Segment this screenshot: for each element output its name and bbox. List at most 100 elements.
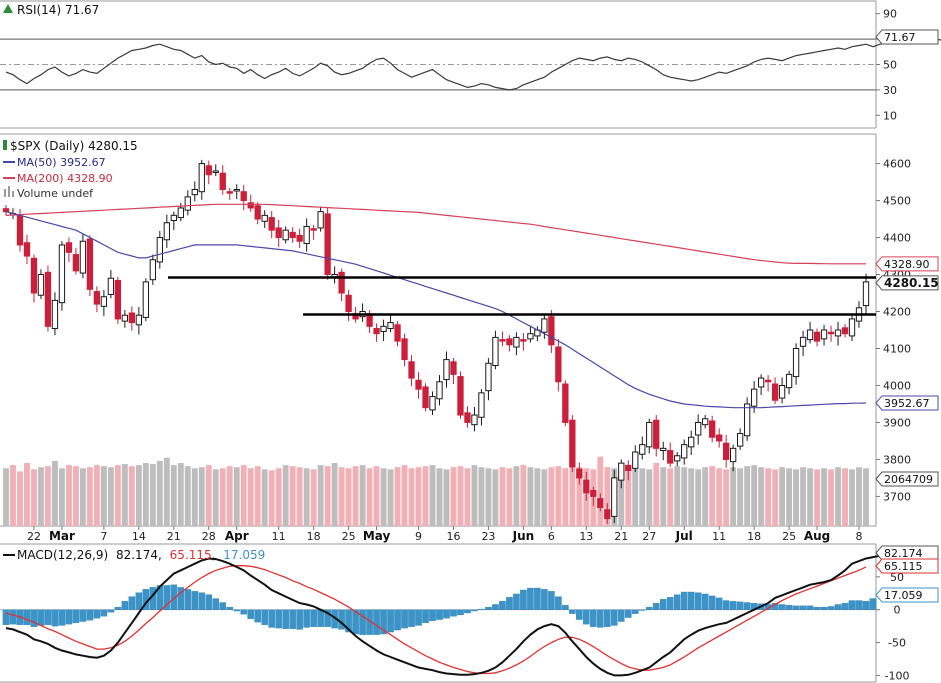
macd-hist-bar — [226, 606, 234, 610]
volume-bar — [786, 468, 793, 526]
macd-hist-bar — [317, 609, 324, 627]
macd-panel: -100 -50 0 50 MACD(12,26,9) 82.174, 65.115,… — [0, 543, 909, 683]
macd-hist-bar — [401, 609, 408, 629]
candle-body — [513, 336, 520, 348]
volume-bar — [163, 457, 170, 526]
volume-bar — [177, 463, 184, 526]
macd-hist-bar — [212, 598, 220, 610]
macd-hist-bar — [296, 609, 303, 630]
candle-body — [443, 359, 450, 381]
candle-body — [660, 447, 667, 452]
macd-hist-bar — [198, 592, 206, 610]
macd-hist-bar — [869, 598, 877, 610]
volume-bar — [688, 468, 695, 526]
price-value-tag-text: 4280.15 — [884, 276, 939, 290]
macd-hist-bar — [282, 609, 289, 629]
macd-hist-bar — [268, 609, 275, 628]
candle-body — [23, 242, 31, 257]
volume-bar — [72, 466, 79, 526]
macd-hist-bar — [51, 609, 59, 627]
volume-bar — [79, 468, 86, 526]
volume-bar — [849, 469, 855, 526]
candle-body — [450, 361, 457, 375]
macd-hist-bar — [555, 596, 562, 610]
volume-bar — [681, 467, 688, 526]
ma50-value-tag: 3952.67 — [875, 395, 939, 411]
candle-body — [205, 165, 212, 176]
macd-header-text: MACD(12,26,9) 82.174, 65.115, 17.059 — [17, 548, 265, 562]
candle-body — [464, 412, 471, 423]
candle-body — [674, 455, 681, 462]
price-tick-label: 4000 — [883, 379, 911, 392]
price-value-tag: 4280.15 — [875, 275, 939, 291]
rsi-value-tag: 71.67 — [875, 29, 939, 45]
candle-body — [799, 336, 807, 347]
macd-hist-bar — [247, 609, 255, 620]
volume-bar — [107, 467, 114, 526]
x-tick-label: May — [363, 529, 391, 543]
volume-bar — [408, 468, 415, 526]
volume-bar — [443, 469, 450, 526]
price-tick-label: 4600 — [883, 158, 911, 171]
macd-hist-bar — [324, 609, 331, 627]
x-tick-label: 21 — [167, 530, 181, 543]
volume-bar — [3, 468, 9, 526]
volume-bar — [814, 469, 820, 526]
volume-bar — [317, 465, 324, 526]
macd-hist-bar — [177, 587, 185, 610]
candle-body — [72, 254, 80, 272]
volume-bar — [464, 468, 471, 526]
volume-bar — [359, 465, 366, 526]
macd-hist-bar — [380, 609, 387, 635]
candle-body — [296, 234, 303, 242]
rsi-tick-label: 90 — [883, 8, 897, 21]
rsi-tick-label: 50 — [883, 59, 897, 72]
candle-body — [107, 277, 115, 295]
ma200-value-tag: 4328.90 — [875, 256, 939, 272]
rsi-panel: 1030507090 RSI(14) 71.67 — [0, 0, 941, 129]
macd-tick-label: 50 — [890, 571, 904, 584]
candle-body — [597, 498, 604, 509]
macd-hist-bar — [785, 604, 793, 610]
macd-value-tag-box — [875, 545, 939, 561]
volume-bar — [401, 465, 408, 526]
candle-body — [149, 259, 156, 281]
candle-body — [478, 392, 485, 418]
macd-hist-bar — [191, 591, 199, 610]
macd-signal-tag-box — [875, 558, 939, 574]
volume-bar — [674, 466, 681, 526]
volume-bar — [135, 465, 142, 526]
candle-body — [653, 419, 660, 449]
macd-hist-bar — [659, 599, 667, 610]
price-tick-label: 3900 — [883, 416, 911, 429]
volume-bar — [422, 466, 429, 526]
x-tick-label: 25 — [782, 530, 796, 543]
macd-value-tag-text: 82.174 — [884, 547, 923, 560]
x-tick-label: Aug — [804, 529, 830, 543]
candle-body — [625, 464, 632, 472]
volume-bar — [772, 469, 779, 526]
volume-bar — [800, 467, 807, 526]
macd-hist-bar — [261, 609, 268, 625]
volume-legend-bar — [8, 186, 10, 197]
volume-bar — [184, 466, 191, 526]
macd-hist-bar — [631, 609, 639, 614]
macd-hist-bar — [450, 609, 457, 617]
volume-legend-label: Volume undef — [17, 187, 94, 200]
candle-body — [499, 339, 506, 342]
volume-bar — [632, 467, 639, 526]
volume-bar — [618, 466, 625, 526]
candle-body — [576, 468, 583, 479]
candle-body — [695, 421, 702, 436]
macd-hist-bar — [338, 609, 345, 630]
volume-bar — [240, 465, 247, 526]
volume-bar — [149, 464, 156, 526]
volume-bar — [667, 468, 674, 526]
volume-bar — [331, 463, 338, 526]
candle-body — [254, 205, 261, 220]
candle-body — [743, 403, 751, 437]
macd-hist-bar — [205, 594, 213, 610]
volume-bar — [142, 463, 149, 526]
x-tick-label: 16 — [446, 530, 460, 543]
